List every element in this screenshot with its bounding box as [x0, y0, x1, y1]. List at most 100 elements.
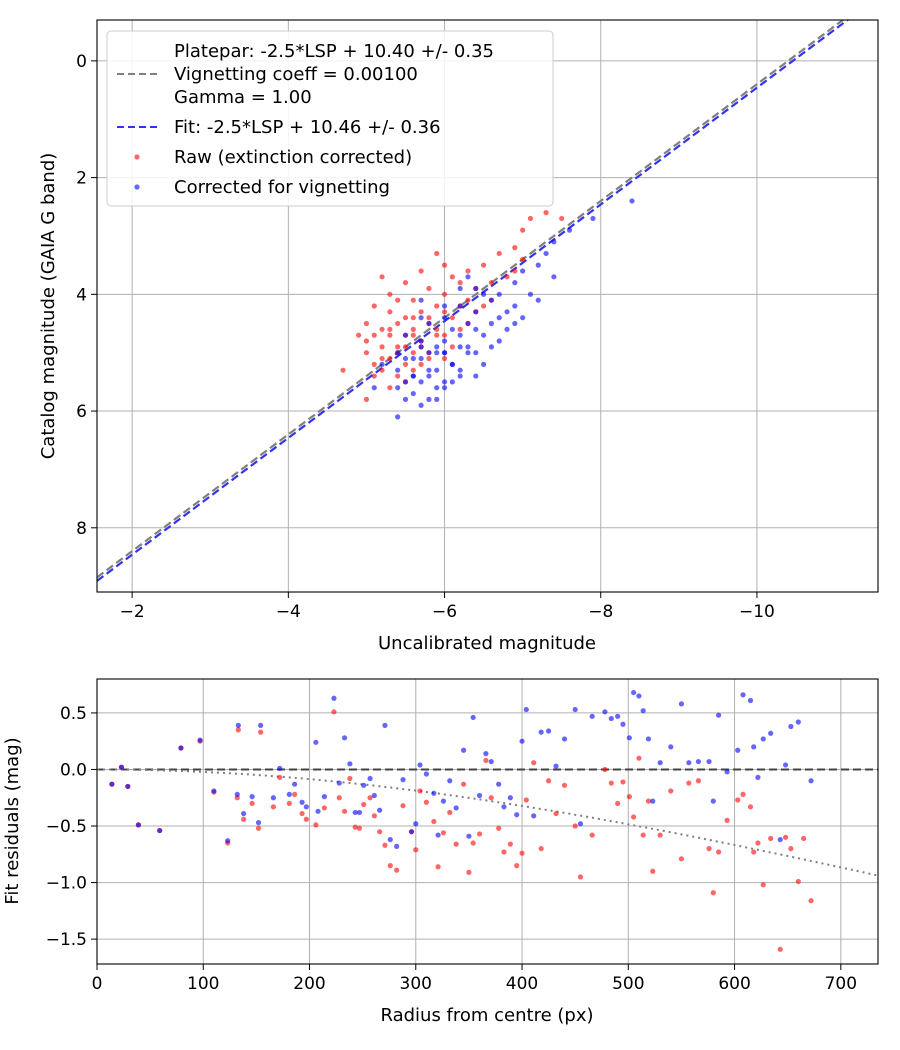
- corrected-point: [527, 291, 534, 297]
- raw-residual-point: [470, 840, 476, 846]
- raw-point: [418, 268, 424, 274]
- raw-point: [356, 332, 362, 338]
- x-tick-label: 200: [293, 974, 325, 994]
- axes-frame: [96, 678, 879, 965]
- y-tick-label: −1.0: [46, 874, 87, 894]
- corrected-point: [473, 373, 479, 379]
- raw-point: [363, 320, 370, 327]
- corrected-residual-point: [371, 792, 377, 799]
- raw-residual-point: [299, 810, 305, 817]
- y-tick-label: 2: [76, 169, 87, 189]
- raw-residual-point: [640, 832, 646, 838]
- corrected-point: [457, 285, 463, 292]
- corrected-residual-point: [645, 736, 652, 742]
- raw-residual-point: [716, 849, 722, 855]
- raw-point: [395, 373, 401, 379]
- raw-residual-point: [608, 780, 614, 786]
- corrected-residual-point: [538, 729, 544, 735]
- raw-point: [441, 291, 448, 297]
- corrected-residual-point: [686, 760, 692, 766]
- raw-point: [543, 210, 549, 216]
- raw-residual-point: [292, 791, 298, 797]
- raw-point: [410, 332, 416, 338]
- legend: Platepar: -2.5*LSP + 10.40 +/- 0.35 Vign…: [106, 30, 554, 207]
- y-tick-label: −0.5: [46, 817, 87, 837]
- corrected-point: [543, 250, 549, 257]
- raw-residual-point: [270, 804, 276, 810]
- corrected-residual-point: [118, 764, 125, 770]
- raw-point: [434, 303, 440, 309]
- y-tick-label: 4: [76, 285, 87, 305]
- corrected-point: [434, 367, 440, 373]
- raw-residual-point: [249, 800, 255, 807]
- raw-residual-point: [286, 800, 292, 807]
- corrected-point: [441, 338, 448, 344]
- corrected-residual-point: [408, 829, 415, 835]
- raw-residual-point: [519, 850, 525, 856]
- corrected-residual-point: [760, 736, 766, 742]
- raw-residual-point: [751, 849, 757, 855]
- corrected-residual-point: [755, 774, 761, 780]
- raw-point: [441, 332, 448, 338]
- x-tick-label: −2: [120, 602, 145, 622]
- corrected-point: [535, 262, 541, 268]
- corrected-residual-point: [572, 706, 578, 713]
- raw-residual-point: [382, 842, 388, 848]
- corrected-residual-point: [435, 832, 441, 838]
- raw-point: [371, 373, 377, 379]
- raw-point: [441, 262, 448, 268]
- raw-residual-point: [801, 835, 807, 842]
- raw-point: [387, 326, 393, 332]
- raw-point: [504, 274, 510, 280]
- corrected-residual-point: [315, 808, 321, 814]
- raw-point: [379, 367, 385, 373]
- raw-residual-point: [417, 788, 423, 794]
- raw-point: [434, 250, 440, 257]
- corrected-residual-point: [341, 735, 348, 741]
- x-tick-label: 500: [612, 974, 644, 994]
- corrected-point: [535, 297, 541, 303]
- raw-residual-point: [347, 775, 353, 782]
- raw-residual-point: [782, 834, 789, 840]
- axis-ticks: 0 100 200 300 400 500 600 700 0.5 0.0 −0.5 −1.0 −1.5: [46, 704, 857, 994]
- corrected-residual-point: [382, 722, 388, 728]
- corrected-point: [473, 285, 479, 292]
- corrected-point: [457, 303, 463, 309]
- corrected-point: [504, 326, 510, 332]
- raw-residual-point: [747, 804, 754, 810]
- corrected-point: [566, 227, 573, 233]
- raw-residual-point: [636, 755, 642, 761]
- raw-residual-point: [258, 729, 264, 735]
- corrected-residual-point: [636, 693, 642, 699]
- raw-residual-point: [435, 864, 441, 870]
- corrected-point: [410, 390, 416, 397]
- corrected-residual-point: [768, 730, 774, 736]
- corrected-residual-point: [496, 781, 502, 787]
- corrected-point: [496, 338, 502, 344]
- raw-residual-point: [768, 835, 774, 842]
- corrected-residual-point: [470, 714, 476, 721]
- corrected-residual-point: [286, 791, 292, 797]
- raw-residual-point: [241, 816, 247, 822]
- corrected-residual-point: [735, 747, 741, 753]
- corrected-residual-point: [483, 751, 489, 757]
- corrected-residual-point: [577, 821, 584, 827]
- raw-residual-point: [476, 831, 483, 837]
- corrected-residual-point: [387, 836, 393, 843]
- corrected-residual-point: [235, 722, 241, 728]
- corrected-point: [418, 379, 424, 385]
- raw-point: [371, 332, 377, 338]
- corrected-residual-point: [234, 791, 240, 797]
- raw-residual-point: [657, 832, 663, 838]
- corrected-residual-point: [356, 809, 363, 816]
- raw-residual-point: [706, 846, 712, 852]
- raw-residual-point: [760, 882, 766, 888]
- corrected-residual-point: [747, 697, 754, 704]
- raw-residual-point: [650, 868, 656, 874]
- corrected-residual-point: [303, 804, 309, 810]
- corrected-residual-point: [331, 695, 337, 701]
- raw-residual-point: [589, 832, 595, 838]
- corrected-point: [449, 326, 455, 332]
- raw-residual-point: [466, 869, 472, 875]
- raw-point: [402, 361, 409, 367]
